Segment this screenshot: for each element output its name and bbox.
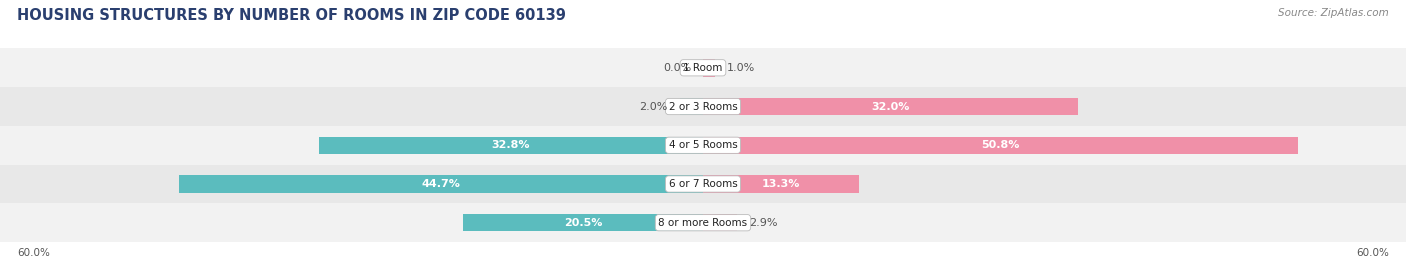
Text: HOUSING STRUCTURES BY NUMBER OF ROOMS IN ZIP CODE 60139: HOUSING STRUCTURES BY NUMBER OF ROOMS IN… — [17, 8, 565, 23]
Bar — [0, 48, 1406, 87]
Bar — [0, 126, 1406, 165]
Text: Source: ZipAtlas.com: Source: ZipAtlas.com — [1278, 8, 1389, 18]
Bar — [703, 214, 737, 231]
Text: 20.5%: 20.5% — [564, 218, 602, 228]
Bar — [679, 98, 703, 115]
Text: 2.0%: 2.0% — [640, 101, 668, 112]
Text: 2 or 3 Rooms: 2 or 3 Rooms — [669, 101, 737, 112]
Text: 32.0%: 32.0% — [872, 101, 910, 112]
Text: 1.0%: 1.0% — [727, 63, 755, 73]
Bar — [319, 137, 703, 154]
Bar — [703, 175, 859, 193]
Text: 44.7%: 44.7% — [422, 179, 461, 189]
Bar — [703, 98, 1078, 115]
Bar — [180, 175, 703, 193]
Text: 50.8%: 50.8% — [981, 140, 1019, 150]
Bar — [703, 137, 1298, 154]
Bar — [0, 203, 1406, 242]
Text: 60.0%: 60.0% — [1357, 248, 1389, 258]
Text: 2.9%: 2.9% — [749, 218, 778, 228]
Text: 13.3%: 13.3% — [762, 179, 800, 189]
Text: 6 or 7 Rooms: 6 or 7 Rooms — [669, 179, 737, 189]
Bar — [0, 165, 1406, 203]
Text: 1 Room: 1 Room — [683, 63, 723, 73]
Text: 32.8%: 32.8% — [492, 140, 530, 150]
Text: 0.0%: 0.0% — [664, 63, 692, 73]
Text: 8 or more Rooms: 8 or more Rooms — [658, 218, 748, 228]
Bar — [0, 87, 1406, 126]
Text: 60.0%: 60.0% — [17, 248, 49, 258]
Bar — [703, 59, 714, 76]
Bar — [463, 214, 703, 231]
Text: 4 or 5 Rooms: 4 or 5 Rooms — [669, 140, 737, 150]
